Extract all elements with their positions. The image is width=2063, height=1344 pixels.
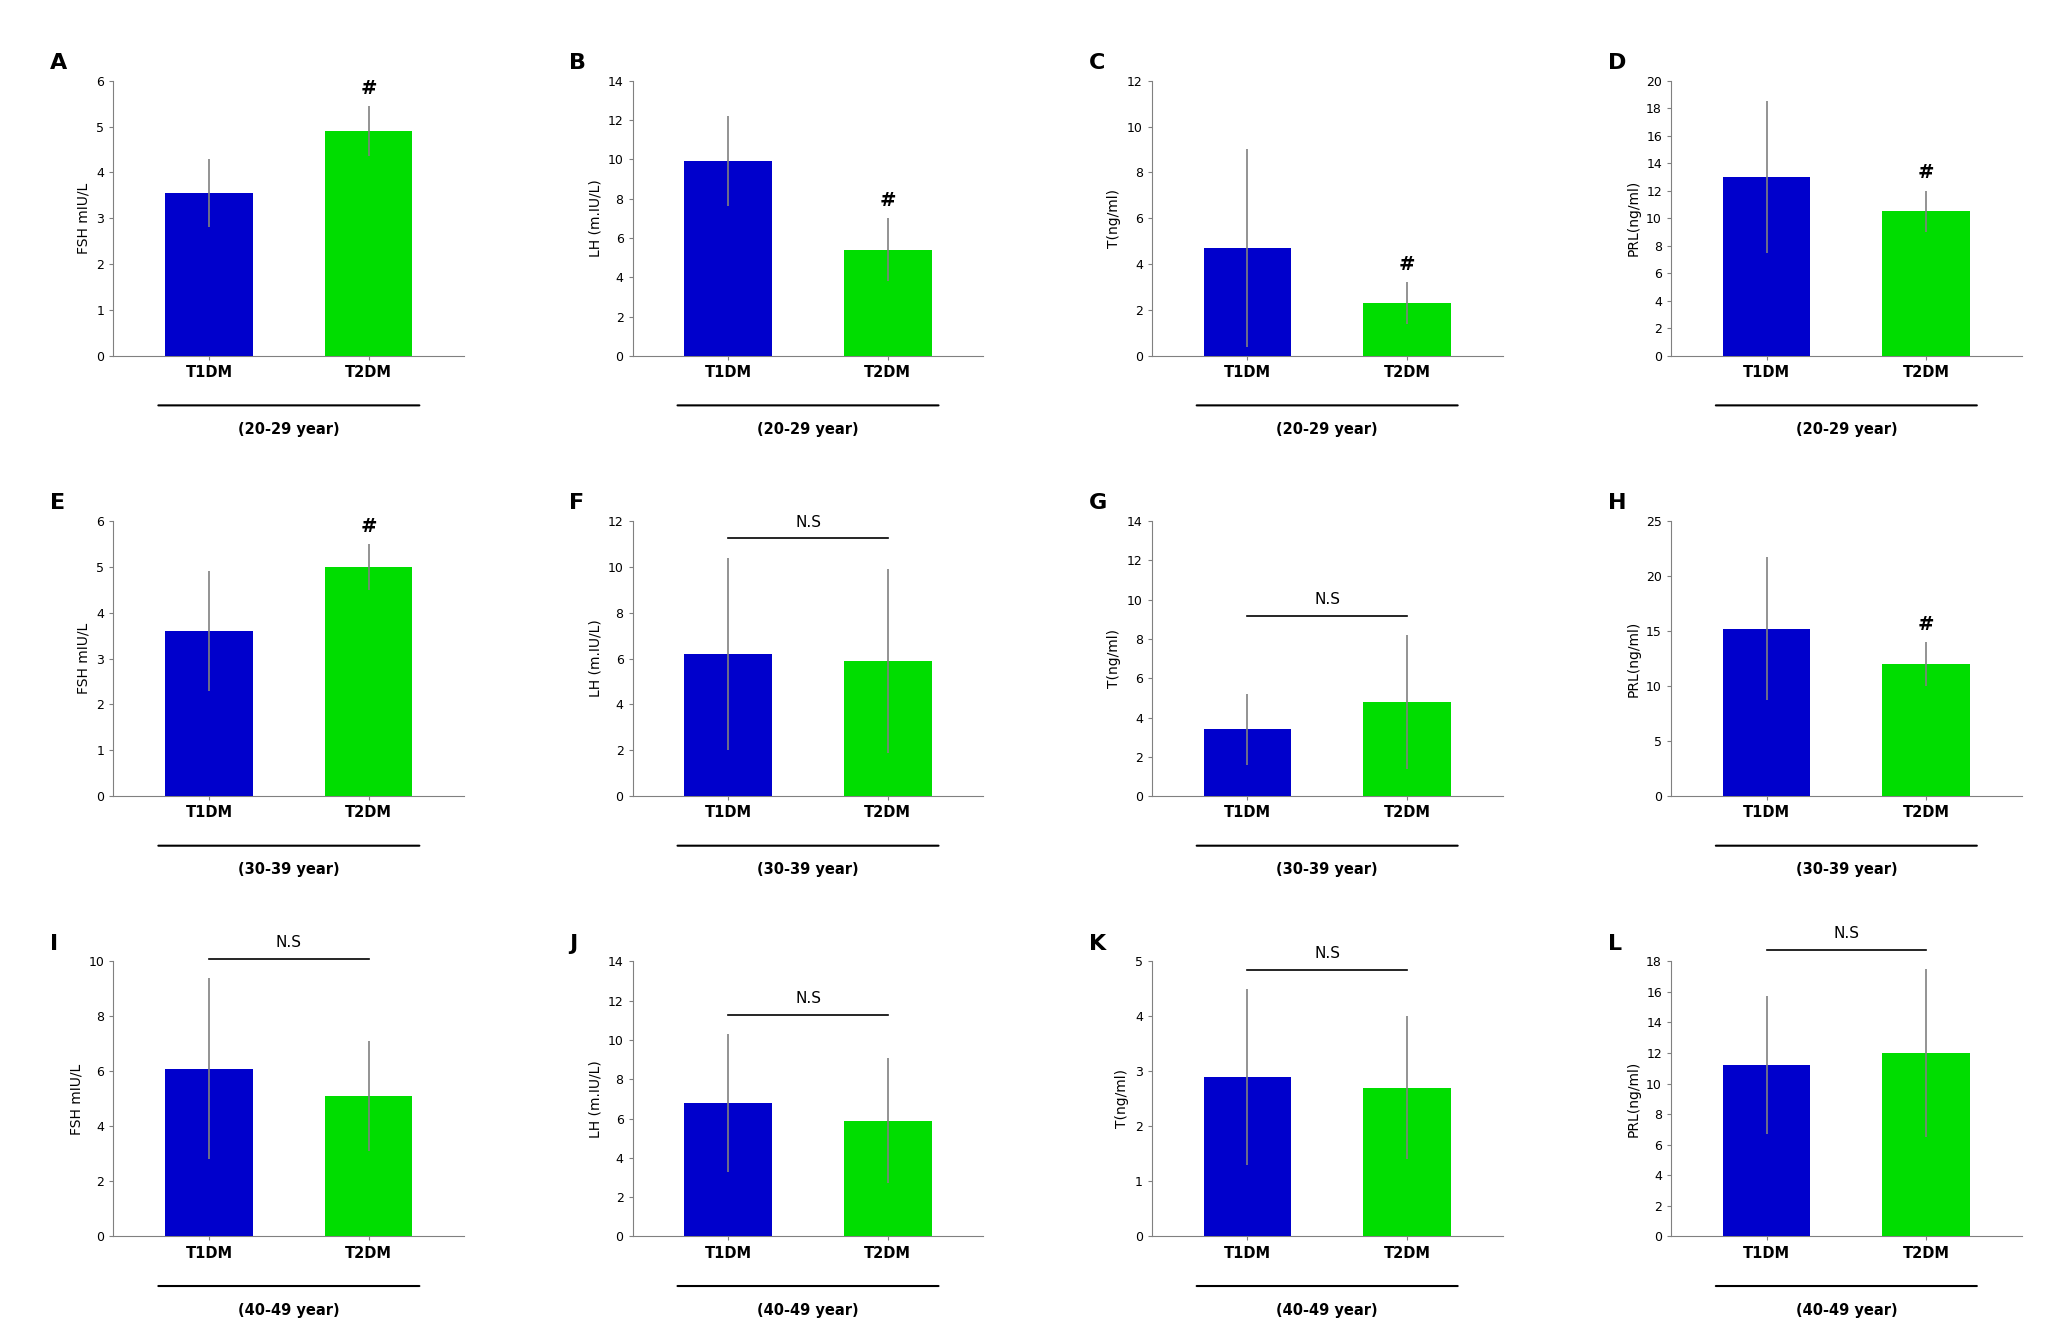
Bar — [1203, 730, 1291, 796]
Bar — [1881, 211, 1970, 356]
Text: (30-39 year): (30-39 year) — [757, 863, 858, 878]
Y-axis label: T(ng/ml): T(ng/ml) — [1108, 188, 1122, 247]
Text: F: F — [569, 493, 584, 513]
Text: N.S: N.S — [1314, 593, 1341, 607]
Bar — [1364, 304, 1450, 356]
Bar — [1723, 1066, 1811, 1236]
Text: (20-29 year): (20-29 year) — [757, 422, 858, 437]
Bar — [1881, 1052, 1970, 1236]
Text: N.S: N.S — [794, 515, 821, 530]
Bar — [1364, 702, 1450, 796]
Text: K: K — [1089, 934, 1106, 954]
Text: #: # — [1399, 255, 1415, 274]
Text: I: I — [50, 934, 58, 954]
Y-axis label: FSH mIU/L: FSH mIU/L — [76, 183, 91, 254]
Bar — [844, 1121, 932, 1236]
Bar — [1203, 249, 1291, 356]
Text: (30-39 year): (30-39 year) — [237, 863, 340, 878]
Bar — [324, 1097, 413, 1236]
Y-axis label: T(ng/ml): T(ng/ml) — [1108, 629, 1122, 688]
Text: #: # — [1919, 164, 1935, 183]
Text: N.S: N.S — [794, 992, 821, 1007]
Text: N.S: N.S — [276, 935, 301, 950]
Y-axis label: PRL(ng/ml): PRL(ng/ml) — [1626, 180, 1640, 257]
Bar — [685, 161, 772, 356]
Y-axis label: PRL(ng/ml): PRL(ng/ml) — [1626, 1060, 1640, 1137]
Text: (20-29 year): (20-29 year) — [237, 422, 340, 437]
Text: B: B — [569, 54, 586, 73]
Bar — [324, 567, 413, 796]
Y-axis label: FSH mIU/L: FSH mIU/L — [76, 622, 91, 695]
Text: D: D — [1607, 54, 1626, 73]
Text: #: # — [361, 516, 378, 536]
Text: #: # — [361, 78, 378, 98]
Y-axis label: LH (m.IU/L): LH (m.IU/L) — [588, 1060, 602, 1138]
Text: (30-39 year): (30-39 year) — [1795, 863, 1898, 878]
Text: #: # — [879, 191, 895, 210]
Bar — [165, 1068, 254, 1236]
Bar — [685, 655, 772, 796]
Text: (20-29 year): (20-29 year) — [1795, 422, 1898, 437]
Text: C: C — [1089, 54, 1106, 73]
Text: (40-49 year): (40-49 year) — [237, 1302, 340, 1317]
Text: (40-49 year): (40-49 year) — [1277, 1302, 1378, 1317]
Bar — [844, 661, 932, 796]
Text: G: G — [1089, 493, 1108, 513]
Text: L: L — [1607, 934, 1622, 954]
Bar — [1723, 177, 1811, 356]
Bar — [1203, 1077, 1291, 1236]
Text: A: A — [50, 54, 68, 73]
Bar — [1881, 664, 1970, 796]
Text: (40-49 year): (40-49 year) — [1795, 1302, 1898, 1317]
Y-axis label: T(ng/ml): T(ng/ml) — [1116, 1070, 1128, 1129]
Text: H: H — [1607, 493, 1626, 513]
Text: E: E — [50, 493, 66, 513]
Bar — [165, 194, 254, 356]
Y-axis label: PRL(ng/ml): PRL(ng/ml) — [1626, 621, 1640, 696]
Bar — [1723, 629, 1811, 796]
Text: #: # — [1919, 614, 1935, 634]
Bar — [1364, 1087, 1450, 1236]
Bar — [165, 632, 254, 796]
Text: N.S: N.S — [1834, 926, 1859, 941]
Text: (30-39 year): (30-39 year) — [1277, 863, 1378, 878]
Text: (20-29 year): (20-29 year) — [1277, 422, 1378, 437]
Bar — [685, 1103, 772, 1236]
Y-axis label: FSH mIU/L: FSH mIU/L — [68, 1063, 83, 1134]
Y-axis label: LH (m.IU/L): LH (m.IU/L) — [588, 179, 602, 257]
Text: N.S: N.S — [1314, 946, 1341, 961]
Text: J: J — [569, 934, 578, 954]
Bar — [844, 250, 932, 356]
Y-axis label: LH (m.IU/L): LH (m.IU/L) — [588, 620, 602, 698]
Bar — [324, 132, 413, 356]
Text: (40-49 year): (40-49 year) — [757, 1302, 858, 1317]
